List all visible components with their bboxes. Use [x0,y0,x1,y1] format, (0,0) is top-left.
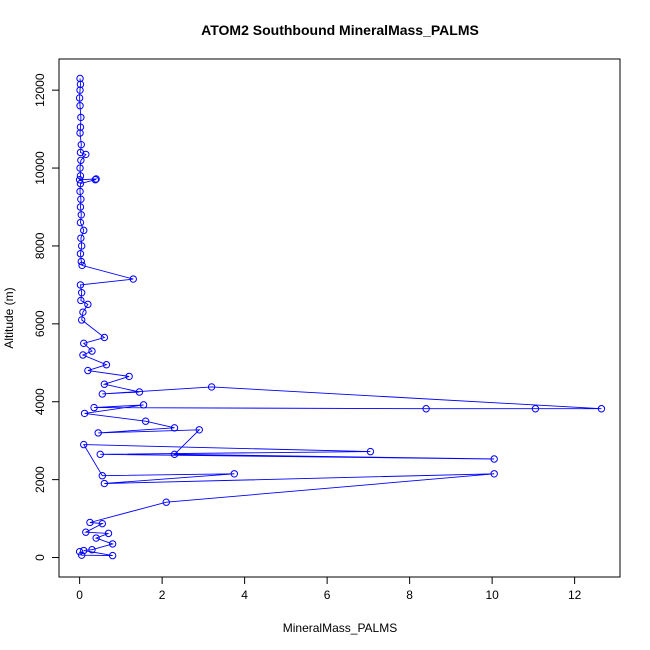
data-point [98,472,107,480]
y-tick-label: 4000 [33,388,47,415]
data-point [108,540,117,548]
data-point [531,405,540,413]
data-point [75,547,84,556]
data-point [77,296,85,305]
data-point [76,164,84,172]
data-point [77,234,85,242]
data-point [80,409,89,418]
data-point [76,129,84,137]
data-point [80,440,88,449]
data-point [98,519,107,528]
data-point [77,316,86,324]
data-point [207,383,216,391]
data-point [80,546,88,555]
data-point [80,339,88,348]
x-tick-label: 6 [324,588,331,602]
data-point [90,403,98,412]
data-point [141,417,150,425]
data-point [88,347,96,355]
data-point [102,361,111,369]
chart-title: ATOM2 Southbound MineralMass_PALMS [201,22,479,38]
y-axis: 0 2000 4000 6000 8000 10000 12000 [33,73,60,561]
x-tick-label: 10 [485,588,499,602]
y-tick-label: 0 [33,554,47,561]
data-point [76,218,85,227]
x-tick-label: 8 [406,588,413,602]
data-point [135,388,144,396]
y-axis-label: Altitude (m) [2,287,16,348]
data-point [96,450,104,459]
data-point [100,333,109,342]
data-point [94,429,102,437]
data-point [77,156,85,164]
x-axis: 0 2 4 6 8 10 12 [76,576,582,602]
data-point [75,94,84,102]
data-point [162,498,170,506]
y-tick-label: 10000 [33,151,47,185]
data-point [76,172,85,180]
data-point [92,175,100,183]
data-point [104,529,113,538]
plot-frame [58,58,621,578]
data-point [139,401,148,409]
data-point [230,470,239,478]
data-point [100,380,109,388]
y-tick-label: 12000 [33,73,47,107]
data-point [77,242,86,250]
data-point [76,74,84,83]
data-point [422,405,430,413]
y-tick-label: 2000 [33,466,47,493]
data-point [76,179,85,188]
series-line [79,78,602,557]
data-point [77,288,86,297]
x-axis-label: MineralMass_PALMS [283,621,397,635]
data-point [84,366,92,375]
data-series [75,74,606,560]
x-tick-label: 12 [568,588,582,602]
data-point [79,351,87,359]
data-point [77,211,85,219]
data-point [92,534,100,542]
data-point [366,447,375,456]
data-point [597,405,606,413]
data-point [82,150,90,159]
data-point [490,470,498,478]
data-point [98,390,107,398]
data-point [77,140,85,149]
data-point [82,528,90,536]
data-point [76,250,85,258]
data-point [76,86,84,94]
data-point [91,176,100,184]
data-point [125,372,133,381]
data-point [77,113,85,122]
y-tick-label: 6000 [33,310,47,337]
data-point [76,281,85,289]
y-tick-label: 8000 [33,232,47,259]
data-point [170,450,179,459]
data-point [78,261,86,270]
data-point [76,102,84,110]
data-point [170,424,179,432]
data-point [75,176,84,184]
data-point [79,308,87,316]
data-point [80,226,88,235]
data-point [76,80,85,89]
x-tick-label: 2 [159,588,166,602]
data-point [77,257,85,266]
data-point [195,426,203,434]
data-point [77,195,85,203]
data-point [100,479,109,488]
data-point [129,275,137,283]
data-point [86,518,94,527]
data-point [84,300,92,309]
data-point [76,203,85,211]
x-tick-label: 0 [76,588,83,602]
data-point [108,551,117,560]
data-point [76,187,84,196]
data-point [76,123,85,131]
x-tick-label: 4 [241,588,248,602]
data-point [88,546,96,554]
data-point [490,455,498,463]
